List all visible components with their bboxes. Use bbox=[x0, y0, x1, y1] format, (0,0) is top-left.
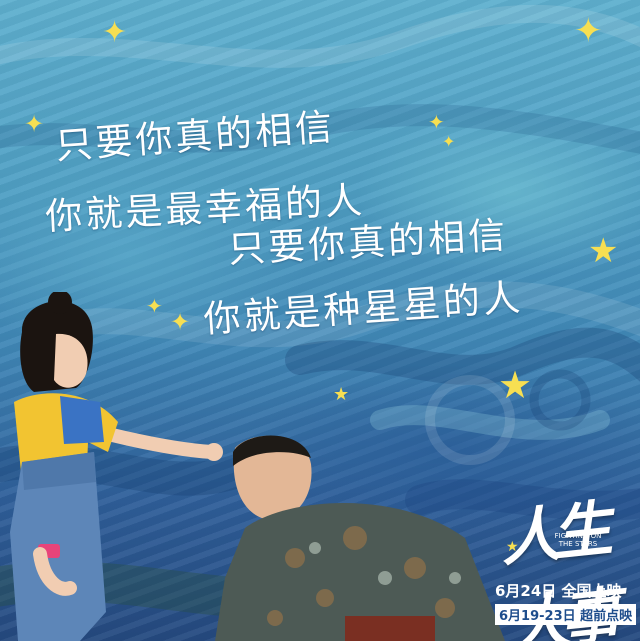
sparkle-star-icon: ✦ bbox=[574, 11, 603, 51]
sparkle-star-icon: ✦ bbox=[442, 132, 456, 151]
sparkle-star-icon: ✦ bbox=[428, 110, 445, 134]
girl-figure bbox=[10, 292, 223, 641]
man-figure bbox=[215, 435, 505, 641]
sparkle-star-icon: ✦ bbox=[170, 308, 191, 336]
release-date: 6月24日 全国上映 bbox=[495, 582, 622, 600]
five-point-star-icon: ★ bbox=[588, 231, 619, 271]
five-point-star-icon: ★ bbox=[498, 363, 533, 407]
five-point-star-icon: ★ bbox=[333, 384, 350, 405]
preview-date-badge: 6月19-23日 超前点映 bbox=[495, 604, 637, 625]
sparkle-star-icon: ✦ bbox=[24, 110, 45, 138]
sparkle-star-icon: ✦ bbox=[102, 15, 128, 50]
five-point-star-icon: ★ bbox=[506, 539, 519, 555]
sparkle-star-icon: ✦ bbox=[146, 294, 163, 318]
movie-title-english: FIGHTING ON THE STARS bbox=[554, 532, 602, 548]
